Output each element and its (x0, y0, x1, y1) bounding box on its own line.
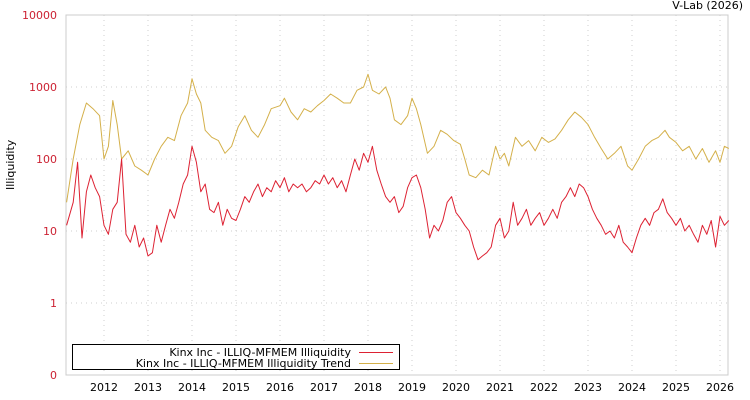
x-axis-ticks: 2012 2013 2014 2015 2016 2017 2018 2019 2020 2021… (90, 381, 734, 394)
svg-text:2016: 2016 (266, 381, 294, 394)
svg-text:2019: 2019 (398, 381, 426, 394)
svg-text:1000: 1000 (29, 81, 57, 94)
legend-label: Kinx Inc - ILLIQ-MFMEM Illiquidity Trend (135, 356, 351, 370)
svg-text:2017: 2017 (310, 381, 338, 394)
svg-text:2022: 2022 (530, 381, 558, 394)
svg-text:10000: 10000 (22, 9, 57, 22)
svg-text:2024: 2024 (618, 381, 646, 394)
plot-frame (65, 14, 729, 376)
illiquidity-line (66, 145, 730, 261)
legend-item-illiquidity: Kinx Inc - ILLIQ-MFMEM Illiquidity (169, 345, 393, 359)
legend-swatch-red (359, 351, 393, 353)
svg-text:2025: 2025 (662, 381, 690, 394)
svg-text:2023: 2023 (574, 381, 602, 394)
svg-text:0: 0 (50, 369, 57, 382)
svg-text:2026: 2026 (706, 381, 734, 394)
legend-swatch-gold (359, 362, 393, 364)
svg-text:2021: 2021 (486, 381, 514, 394)
legend: Kinx Inc - ILLIQ-MFMEM Illiquidity Kinx … (72, 344, 400, 370)
grid-lines (66, 15, 728, 375)
svg-text:2018: 2018 (354, 381, 382, 394)
legend-item-trend: Kinx Inc - ILLIQ-MFMEM Illiquidity Trend (135, 356, 393, 370)
svg-text:10: 10 (43, 225, 57, 238)
svg-text:2015: 2015 (222, 381, 250, 394)
illiquidity-trend-line (66, 73, 730, 203)
svg-text:2012: 2012 (90, 381, 118, 394)
svg-text:2014: 2014 (178, 381, 206, 394)
legend-label: Kinx Inc - ILLIQ-MFMEM Illiquidity (169, 345, 351, 359)
data-series (66, 73, 730, 261)
svg-text:1: 1 (50, 297, 57, 310)
svg-text:100: 100 (36, 153, 57, 166)
svg-text:2020: 2020 (442, 381, 470, 394)
source-credit: V-Lab (2026) (672, 0, 743, 12)
svg-text:2013: 2013 (134, 381, 162, 394)
